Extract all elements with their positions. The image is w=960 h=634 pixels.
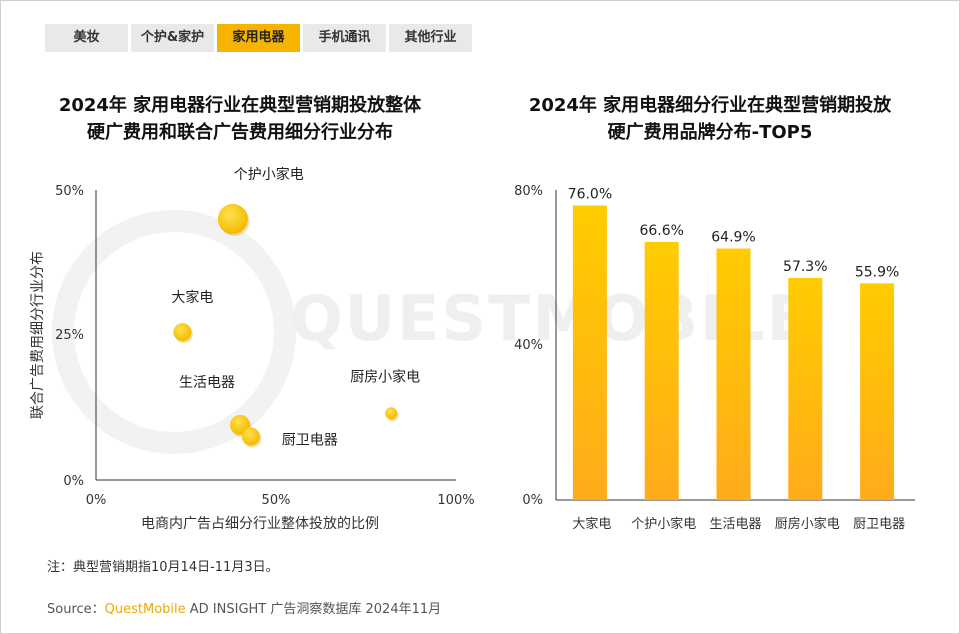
bar-title-line-2: 硬广费用品牌分布-TOP5 — [607, 122, 813, 143]
bar-category-label: 生活电器 — [709, 517, 761, 532]
scatter-y-axis-label: 联合广告费用细分行业分布 — [30, 251, 46, 419]
bar-value-label: 66.6% — [639, 223, 683, 239]
bar-value-label: 64.9% — [711, 230, 755, 246]
tab-mobile-communication[interactable]: 手机通讯 — [303, 24, 386, 52]
bar — [644, 241, 679, 501]
tab-beauty[interactable]: 美妆 — [45, 24, 128, 52]
bar-category-label: 厨卫电器 — [853, 517, 905, 532]
source-prefix: Source： — [47, 602, 105, 617]
source-brand: QuestMobile — [104, 602, 186, 617]
bar-category-label: 个护小家电 — [631, 516, 696, 532]
source-detail: AD INSIGHT 广告洞察数据库 2024年11月 — [185, 602, 442, 617]
bar-value-label: 57.3% — [783, 259, 827, 275]
bar-category-label: 厨房小家电 — [775, 516, 840, 532]
bar — [716, 248, 751, 500]
scatter-chart-title: 2024年 家用电器行业在典型营销期投放整体 硬广费用和联合广告费用细分行业分布 — [30, 92, 450, 146]
bar-series: 76.0% 大家电 66.6% 个护小家电 64.9% 生活电器 57.3% 厨房小家电 55.… — [568, 187, 905, 533]
scatter-point-label: 厨房小家电 — [350, 368, 420, 385]
tab-personal-home-care[interactable]: 个护&家护 — [131, 24, 214, 52]
scatter-point-label: 生活电器 — [179, 375, 235, 391]
scatter-point — [241, 427, 260, 446]
scatter-point — [217, 204, 248, 234]
scatter-title-line-1: 2024年 家用电器行业在典型营销期投放整体 — [58, 95, 422, 116]
bar-value-label: 76.0% — [568, 187, 612, 203]
bar-ytick-0: 0% — [522, 493, 543, 508]
bar-ytick-80: 80% — [514, 184, 543, 199]
scatter-point — [173, 323, 192, 342]
footnote: 注：典型营销期指10月14日-11月3日。 — [47, 560, 279, 575]
tab-home-appliances[interactable]: 家用电器 — [217, 24, 300, 52]
bar-chart-title: 2024年 家用电器细分行业在典型营销期投放 硬广费用品牌分布-TOP5 — [500, 92, 920, 146]
bar-category-label: 大家电 — [572, 516, 611, 532]
bar — [788, 277, 823, 500]
scatter-ytick-25: 25% — [55, 328, 84, 343]
bar-title-line-1: 2024年 家用电器细分行业在典型营销期投放 — [528, 95, 892, 116]
industry-tabs: 美妆 个护&家护 家用电器 手机通讯 其他行业 — [45, 24, 472, 52]
bar — [572, 205, 607, 500]
scatter-ytick-0: 0% — [63, 474, 84, 489]
scatter-point-label: 个护小家电 — [234, 166, 304, 183]
source-line: Source：QuestMobile AD INSIGHT 广告洞察数据库 20… — [47, 598, 441, 617]
scatter-xtick-50: 50% — [262, 493, 291, 508]
scatter-point-label: 厨卫电器 — [282, 433, 338, 449]
scatter-xtick-0: 0% — [86, 493, 107, 508]
bar-value-label: 55.9% — [855, 264, 899, 280]
scatter-point-label: 大家电 — [171, 289, 213, 306]
scatter-xtick-100: 100% — [437, 493, 474, 508]
scatter-ytick-50: 50% — [55, 184, 84, 199]
scatter-title-line-2: 硬广费用和联合广告费用细分行业分布 — [87, 122, 393, 143]
scatter-point — [385, 407, 398, 420]
bar-ytick-40: 40% — [514, 338, 543, 353]
tab-other-industries[interactable]: 其他行业 — [389, 24, 472, 52]
scatter-x-axis-label: 电商内广告占细分行业整体投放的比例 — [141, 516, 379, 532]
bar — [860, 283, 895, 500]
